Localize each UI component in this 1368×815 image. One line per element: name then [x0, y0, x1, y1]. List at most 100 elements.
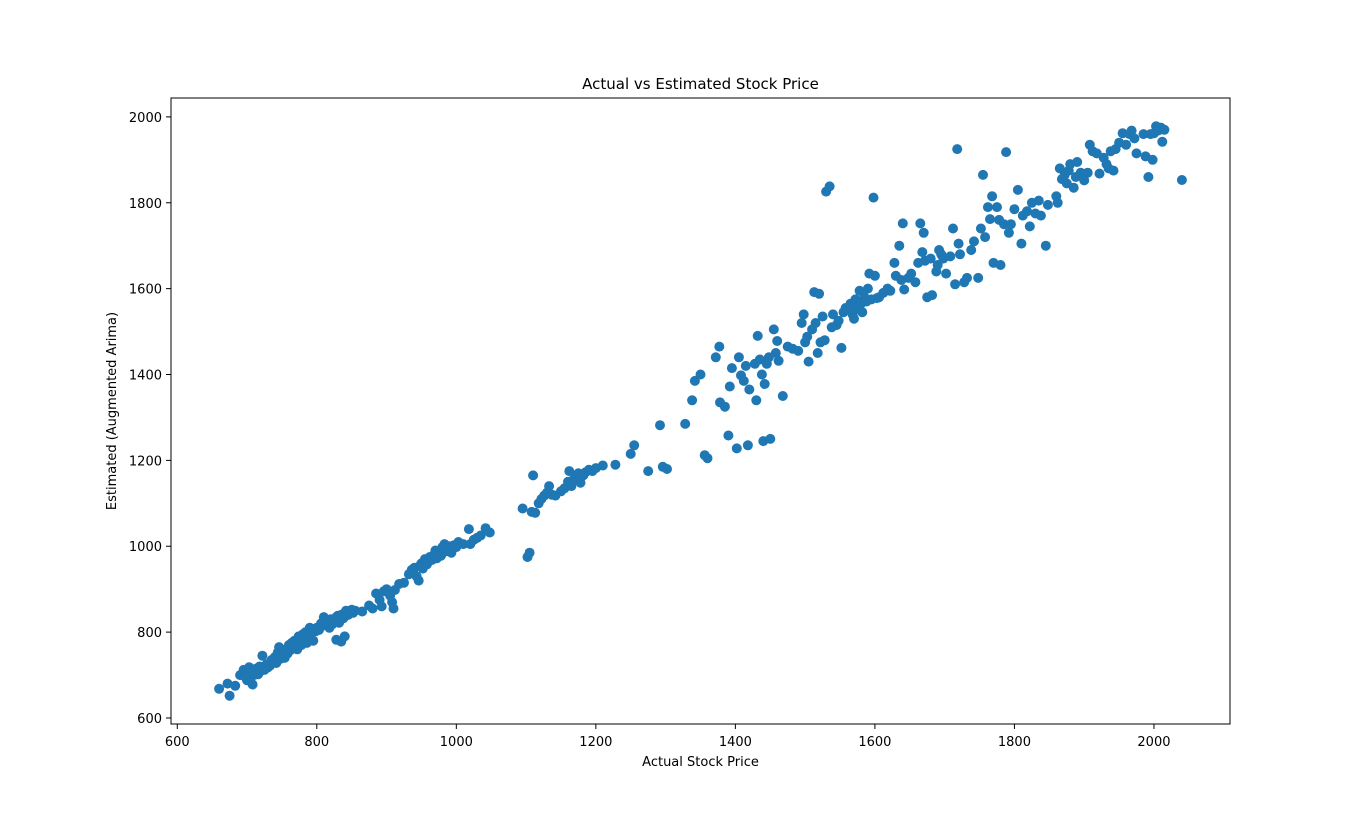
points-layer	[214, 121, 1187, 701]
data-point	[953, 238, 964, 249]
data-point	[1042, 199, 1053, 210]
data-point	[719, 401, 730, 412]
data-point	[742, 440, 753, 451]
data-point	[975, 223, 986, 234]
data-point	[1040, 240, 1051, 251]
data-point	[1001, 147, 1012, 158]
data-point	[817, 311, 828, 322]
data-point	[1147, 154, 1158, 165]
y-axis: 600 800 1000 1200 1400 1600 1800 2000	[129, 111, 171, 727]
data-point	[869, 270, 880, 281]
data-point	[759, 379, 770, 389]
data-point	[849, 313, 859, 324]
data-point	[885, 285, 896, 296]
data-point	[765, 433, 776, 444]
chart-title: Actual vs Estimated Stock Price	[582, 75, 819, 93]
data-point	[702, 453, 713, 464]
data-point	[740, 360, 751, 371]
data-point	[1079, 175, 1090, 186]
data-point	[773, 355, 784, 366]
data-point	[726, 363, 737, 374]
data-point	[257, 650, 268, 661]
data-point	[524, 547, 535, 558]
data-point	[810, 318, 821, 328]
data-point	[927, 290, 938, 301]
data-point	[987, 191, 998, 202]
data-point	[1094, 168, 1105, 179]
data-point	[917, 247, 928, 258]
data-point	[969, 236, 979, 247]
data-point	[793, 345, 804, 356]
data-point	[1075, 167, 1086, 178]
data-point	[1022, 206, 1032, 217]
data-point	[376, 601, 387, 612]
data-point	[803, 356, 814, 367]
y-tick-label: 1000	[129, 540, 162, 555]
data-point	[484, 527, 495, 538]
data-point	[955, 249, 965, 260]
data-point	[714, 341, 725, 352]
data-point	[308, 635, 319, 646]
data-point	[399, 577, 409, 588]
data-point	[910, 277, 921, 288]
data-point	[1072, 157, 1083, 167]
data-point	[915, 218, 926, 229]
data-point	[906, 268, 917, 279]
data-point	[752, 330, 763, 341]
data-point	[999, 219, 1009, 230]
y-axis-label: Estimated (Augmented Arima)	[105, 312, 120, 510]
data-point	[339, 631, 350, 642]
data-point	[897, 218, 908, 229]
data-point	[655, 420, 665, 431]
data-point	[768, 324, 779, 335]
data-point	[367, 603, 378, 614]
plot-frame	[170, 97, 1231, 725]
data-point	[528, 470, 539, 481]
data-point	[564, 466, 575, 477]
data-point	[625, 448, 636, 459]
x-tick-label: 1800	[998, 735, 1031, 750]
data-point	[680, 418, 691, 429]
data-point	[777, 391, 788, 401]
x-tick-label: 1000	[440, 735, 473, 750]
data-point	[224, 690, 235, 701]
data-point	[812, 348, 823, 358]
data-point	[894, 240, 905, 251]
data-point	[751, 395, 762, 406]
data-point	[772, 336, 783, 346]
data-point	[1024, 221, 1035, 232]
data-point	[836, 342, 847, 353]
data-point	[1068, 182, 1079, 193]
data-point	[1003, 227, 1014, 238]
data-point	[992, 202, 1002, 213]
data-point	[738, 375, 749, 386]
data-point	[695, 369, 706, 380]
data-point	[941, 268, 952, 279]
x-tick-label: 1200	[579, 735, 612, 750]
data-point	[463, 524, 474, 535]
data-point	[1159, 124, 1170, 135]
data-point	[756, 369, 767, 380]
data-point	[662, 464, 672, 474]
data-point	[230, 680, 241, 691]
data-point	[952, 144, 963, 155]
data-point	[1012, 184, 1023, 195]
data-point	[744, 384, 755, 395]
data-point	[458, 539, 469, 550]
data-point	[1035, 210, 1046, 221]
data-point	[966, 245, 977, 255]
data-point	[214, 683, 225, 694]
data-point	[995, 260, 1006, 270]
data-point	[1033, 195, 1044, 206]
data-point	[1176, 175, 1187, 185]
data-point	[597, 460, 608, 471]
y-tick-label: 600	[137, 712, 162, 727]
data-point	[824, 181, 835, 192]
data-point	[802, 331, 813, 342]
data-point	[610, 459, 621, 470]
data-point	[962, 272, 972, 283]
data-point	[980, 232, 991, 243]
data-point	[357, 606, 368, 617]
x-tick-label: 2000	[1137, 735, 1170, 750]
